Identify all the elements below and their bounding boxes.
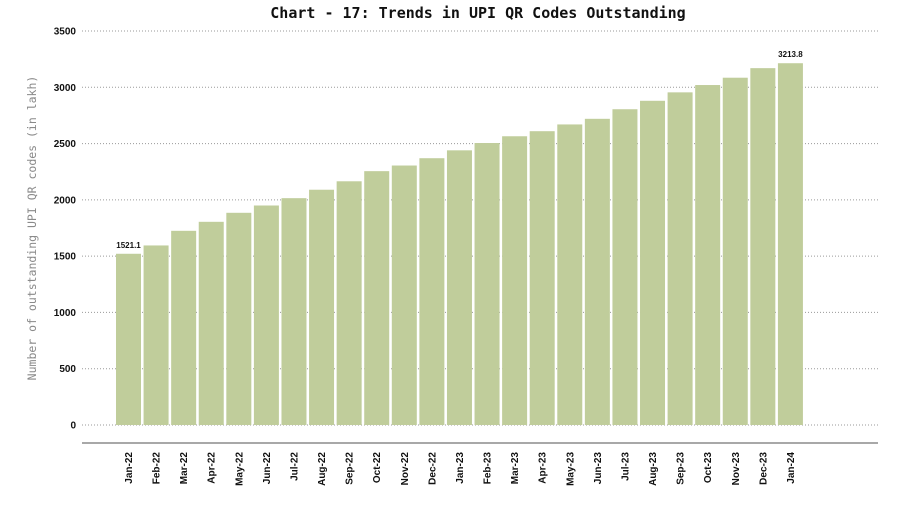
- data-labels: 1521.1 3213.8: [116, 50, 803, 250]
- bar: [612, 109, 638, 425]
- x-tick-label: May-23: [565, 452, 576, 486]
- bar: [474, 143, 500, 425]
- y-tick-label: 3500: [54, 27, 77, 38]
- bars: [116, 63, 803, 426]
- x-tick-label: May-22: [234, 452, 245, 486]
- x-tick-label: Feb-22: [152, 452, 163, 485]
- x-tick-label: Jan-23: [455, 452, 466, 484]
- y-tick-label: 1000: [54, 308, 77, 319]
- bar: [171, 230, 197, 425]
- x-tick-label: Sep-23: [676, 452, 687, 485]
- bar: [777, 63, 803, 425]
- x-tick-label: Oct-23: [703, 452, 714, 484]
- bar: [336, 181, 362, 425]
- bar: [419, 158, 445, 425]
- y-tick-label: 2500: [54, 139, 77, 150]
- bar: [667, 92, 693, 425]
- x-tick-label: Oct-22: [372, 452, 383, 484]
- bar: [198, 221, 224, 425]
- data-label: 3213.8: [778, 50, 803, 59]
- y-tick-label: 2000: [54, 195, 77, 206]
- x-tick-label: Aug-22: [317, 452, 328, 486]
- x-tick-label: Sep-22: [345, 452, 356, 485]
- bar: [640, 100, 666, 426]
- bar: [584, 118, 610, 425]
- bar: [281, 198, 307, 425]
- y-tick-label: 0: [70, 421, 76, 432]
- x-tick-label: Aug-23: [648, 452, 659, 486]
- bar: [446, 150, 472, 425]
- x-tick-label: Jul-23: [620, 452, 631, 481]
- x-axis-ticks: Jan-22 Feb-22 Mar-22 Apr-22 May-22 Jun-22 Jul-…: [124, 452, 797, 486]
- bar: [391, 165, 417, 425]
- y-tick-label: 3000: [54, 83, 77, 94]
- bar: [529, 131, 555, 425]
- chart-title: Chart - 17: Trends in UPI QR Codes Outst…: [270, 4, 685, 22]
- bar: [722, 77, 748, 426]
- x-tick-label: Jun-22: [262, 452, 273, 485]
- bar: [309, 189, 335, 425]
- x-tick-label: Dec-23: [758, 452, 769, 485]
- x-tick-label: Dec-22: [427, 452, 438, 485]
- x-tick-label: Mar-22: [179, 452, 190, 485]
- y-tick-label: 1500: [54, 252, 77, 263]
- bar: [364, 171, 390, 425]
- x-tick-label: Jul-22: [289, 452, 300, 481]
- x-tick-label: Mar-23: [510, 452, 521, 485]
- y-axis-ticks: 0 500 1000 1500 2000 2500 3000 3500: [54, 27, 77, 432]
- bar: [253, 205, 279, 425]
- y-tick-label: 500: [59, 364, 76, 375]
- x-tick-label: Jan-24: [786, 452, 797, 484]
- y-axis-label: Number of outstanding UPI QR codes (in l…: [25, 76, 39, 381]
- bar: [116, 253, 141, 425]
- bar: [557, 124, 583, 425]
- data-label: 1521.1: [116, 241, 141, 250]
- x-tick-label: Apr-23: [538, 452, 549, 484]
- bar: [226, 212, 252, 425]
- x-tick-label: Nov-23: [731, 452, 742, 486]
- x-tick-label: Apr-22: [207, 452, 218, 484]
- x-tick-label: Nov-22: [400, 452, 411, 486]
- x-tick-label: Jun-23: [593, 452, 604, 485]
- x-tick-label: Jan-22: [124, 452, 135, 484]
- bar: [695, 85, 721, 425]
- x-tick-label: Feb-23: [483, 452, 494, 485]
- bar: [502, 136, 528, 426]
- bar: [143, 245, 169, 425]
- bar: [750, 68, 776, 426]
